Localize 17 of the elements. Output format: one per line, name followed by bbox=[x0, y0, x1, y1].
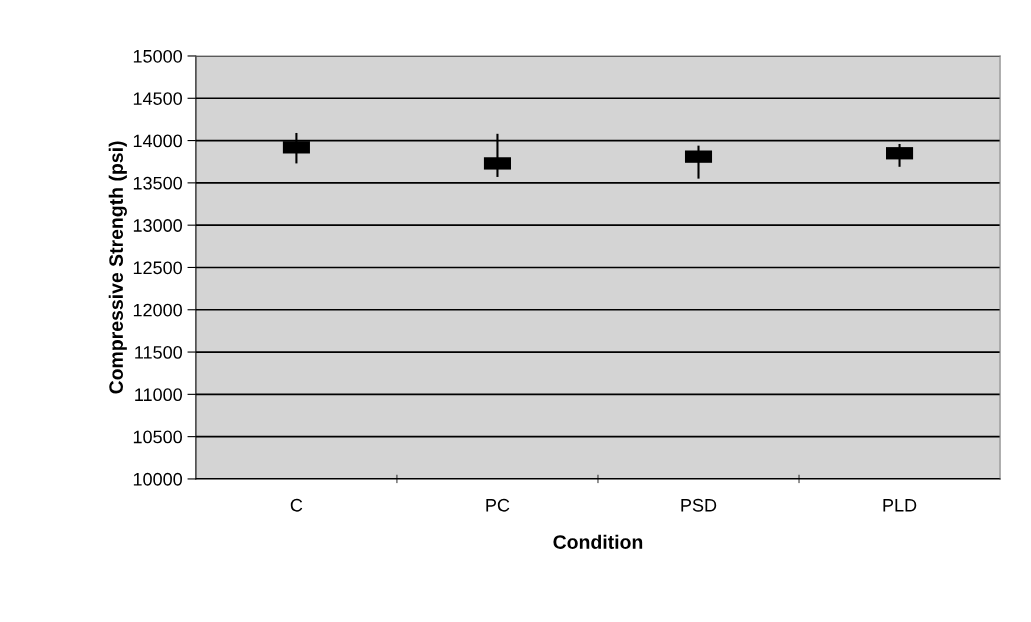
y-tick-label: 14000 bbox=[133, 134, 182, 148]
y-tick-label: 14500 bbox=[133, 92, 182, 105]
x-tick-label: PLD bbox=[883, 499, 917, 512]
y-tick-label: 13000 bbox=[133, 219, 182, 232]
y-axis-title: Compressive Strength (psi) bbox=[108, 141, 127, 394]
x-axis-title: Condition bbox=[553, 534, 643, 549]
y-tick-label: 15000 bbox=[133, 49, 182, 63]
y-tick-label: 11000 bbox=[135, 388, 182, 402]
y-tick-label: 10000 bbox=[133, 472, 182, 486]
y-tick-label: 13500 bbox=[133, 176, 182, 190]
x-tick-label: C bbox=[290, 498, 303, 512]
x-tick-label: PSD bbox=[681, 498, 717, 512]
y-tick-label: 12500 bbox=[133, 261, 182, 275]
y-tick-label: 11500 bbox=[135, 345, 182, 359]
x-tick-label: PC bbox=[486, 498, 510, 512]
y-tick-label: 10500 bbox=[133, 430, 182, 444]
y-tick-label: 12000 bbox=[133, 303, 182, 317]
